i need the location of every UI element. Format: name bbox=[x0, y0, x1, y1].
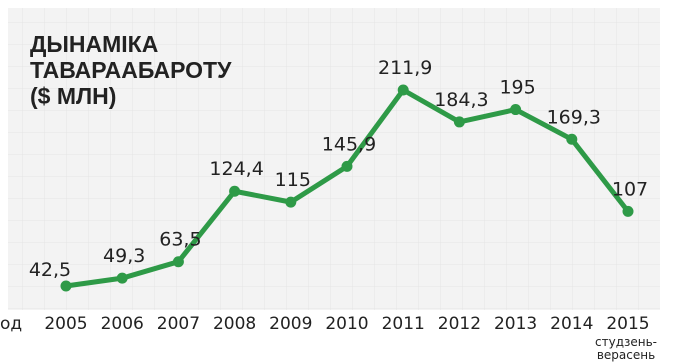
value-label: 49,3 bbox=[103, 245, 145, 267]
point bbox=[341, 160, 353, 172]
point bbox=[510, 104, 522, 116]
x-tick-label: 2010 bbox=[325, 314, 368, 334]
x-axis-label: од bbox=[0, 314, 22, 334]
point bbox=[172, 256, 184, 268]
point bbox=[116, 272, 128, 284]
value-label: 195 bbox=[499, 77, 535, 99]
point bbox=[453, 116, 465, 128]
x-tick-label: 2005 bbox=[44, 314, 87, 334]
value-label: 63,5 bbox=[159, 229, 201, 251]
category-note: верасень bbox=[597, 348, 655, 362]
x-tick-label: 2009 bbox=[269, 314, 312, 334]
chart-title: ($ МЛН) bbox=[30, 83, 116, 109]
value-label: 124,4 bbox=[209, 158, 263, 180]
point bbox=[60, 280, 72, 292]
chart-title: ДЫНАМІКА bbox=[30, 31, 158, 57]
value-label: 115 bbox=[275, 169, 311, 191]
category-note: студзень- bbox=[595, 335, 657, 349]
background-grid bbox=[8, 8, 660, 310]
chart-title: ТАВАРААБАРОТУ bbox=[30, 57, 232, 83]
point bbox=[285, 196, 297, 208]
point bbox=[229, 185, 241, 197]
value-label: 184,3 bbox=[434, 89, 488, 111]
x-tick-label: 2012 bbox=[438, 314, 481, 334]
x-tick-label: 2008 bbox=[213, 314, 256, 334]
value-label: 211,9 bbox=[378, 57, 432, 79]
x-tick-label: 2014 bbox=[550, 314, 593, 334]
point bbox=[622, 205, 634, 217]
point bbox=[566, 133, 578, 145]
x-tick-label: 2007 bbox=[157, 314, 200, 334]
point bbox=[397, 84, 409, 96]
value-label: 145,9 bbox=[322, 133, 376, 155]
x-tick-label: 2011 bbox=[382, 314, 425, 334]
value-label: 169,3 bbox=[547, 106, 601, 128]
x-tick-label: 2006 bbox=[101, 314, 144, 334]
value-label: 107 bbox=[612, 178, 648, 200]
value-label: 42,5 bbox=[29, 259, 71, 281]
x-tick-label: 2013 bbox=[494, 314, 537, 334]
x-tick-label: 2015 bbox=[606, 314, 649, 334]
